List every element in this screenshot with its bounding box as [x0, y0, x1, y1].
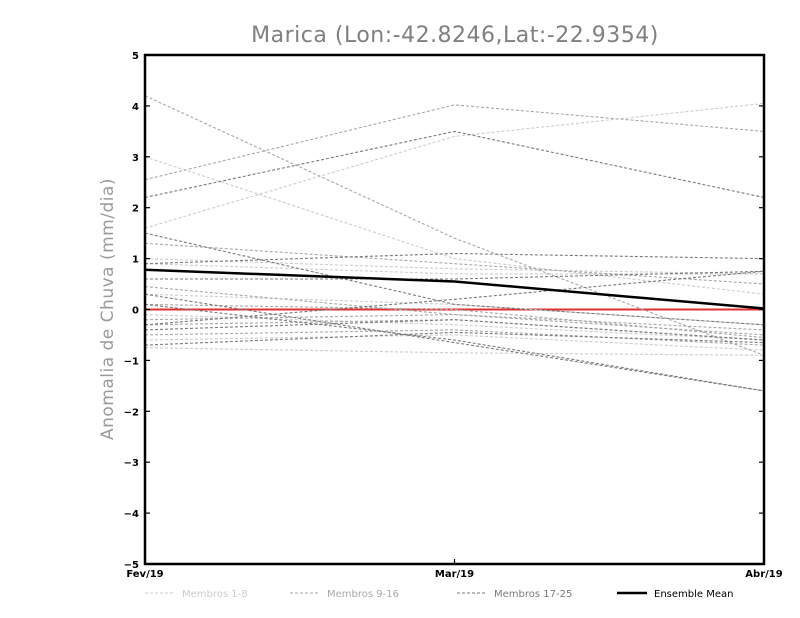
y-tick-label: 5: [132, 51, 139, 62]
series-line-member-10: [144, 104, 765, 181]
x-tick-label: Mar/19: [435, 569, 474, 580]
legend: Membros 1-8 Membros 9-16 Membros 17-25 Ense…: [145, 589, 733, 600]
series-line-member-18: [144, 232, 765, 326]
series-line-member-17: [144, 130, 765, 199]
series-line-member-21: [144, 293, 765, 392]
y-tick-label: 2: [132, 204, 139, 215]
series-line-member-25: [144, 331, 765, 346]
series-line-member-7: [144, 334, 765, 351]
series-line-member-22: [144, 303, 765, 392]
x-tick-label: Fev/19: [126, 569, 163, 580]
y-axis-label: Anomalia de Chuva (mm/dia): [98, 178, 118, 440]
series-line-member-16: [144, 314, 765, 336]
series-line-ensemble-mean: [144, 268, 765, 310]
legend-label: Membros 1-8: [182, 589, 248, 600]
plot-area: [144, 95, 765, 392]
series-line-member-24: [144, 319, 765, 341]
y-tick-label: 0: [132, 306, 139, 317]
series-line-member-19: [144, 252, 765, 265]
series-line-member-12: [144, 286, 765, 331]
chart-title: Marica (Lon:-42.8246,Lat:-22.9354): [251, 23, 659, 48]
series-line-member-11: [144, 242, 765, 285]
series-line-member-23: [144, 270, 765, 326]
y-tick-label: −4: [124, 509, 139, 520]
y-tick-label: −3: [124, 458, 139, 469]
y-tick-label: 4: [132, 102, 139, 113]
series-line-member-6: [144, 314, 765, 341]
y-tick-label: 1: [132, 255, 139, 266]
series-line-member-2: [144, 156, 765, 295]
legend-label: Membros 9-16: [327, 589, 399, 600]
axes: −5 −4 −3 −2 −1 0 1 2 3 4 5 Fev/19 Mar/19 Abr/19: [124, 51, 783, 580]
series-line-member-8: [144, 347, 765, 356]
legend-label: Ensemble Mean: [654, 589, 733, 600]
y-tick-label: −2: [124, 407, 139, 418]
series-line-member-14: [144, 319, 765, 341]
legend-label: Membros 17-25: [494, 589, 572, 600]
series-line-member-15: [144, 329, 765, 346]
series-line-member-20: [145, 270, 765, 280]
series-line-member-3: [144, 258, 765, 275]
y-tick-label: −5: [124, 560, 139, 571]
series-line-member-1: [144, 102, 765, 229]
series-line-member-5: [144, 293, 765, 326]
series-line-member-9: [144, 95, 765, 356]
y-tick-label: −1: [124, 356, 139, 367]
x-tick-label: Abr/19: [745, 569, 782, 580]
y-tick-label: 3: [132, 153, 139, 164]
